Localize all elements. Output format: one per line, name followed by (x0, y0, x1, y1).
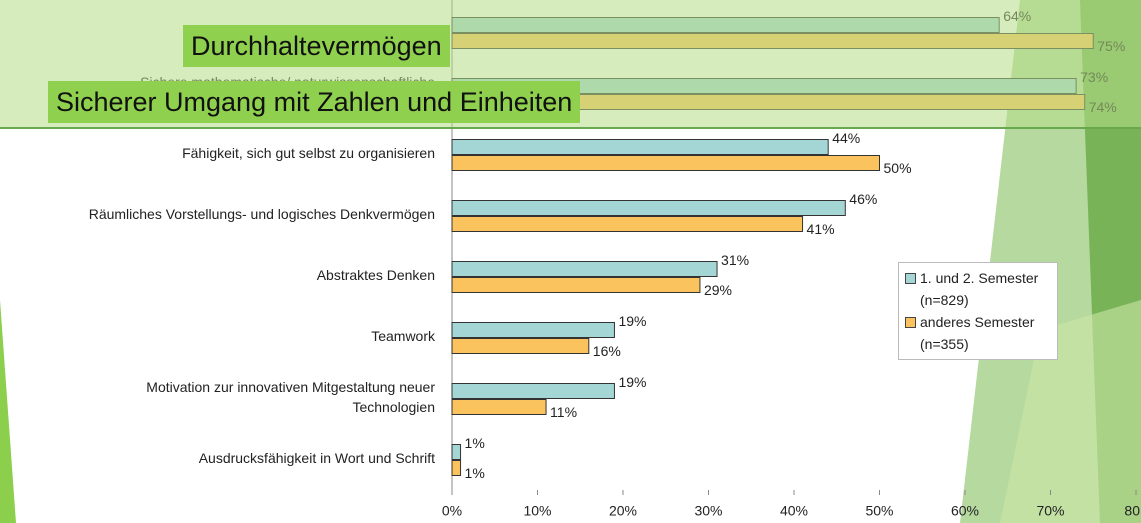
x-tick-label: 30% (694, 503, 722, 519)
data-label: 44% (832, 130, 860, 146)
bar (451, 200, 846, 216)
x-tick-label: 20% (609, 503, 637, 519)
bar (451, 444, 462, 460)
legend-swatch (905, 317, 916, 328)
highlight-label: Sicherer Umgang mit Zahlen und Einheiten (48, 81, 581, 123)
bar (451, 338, 590, 354)
bar (451, 460, 462, 476)
bar (451, 399, 547, 415)
bar (451, 216, 804, 232)
y-tick-label: Teamwork (371, 328, 436, 344)
x-tick-label: 50% (865, 503, 893, 519)
data-label: 1% (465, 465, 485, 481)
x-tick-label: 80 (1124, 503, 1140, 519)
decor (0, 300, 16, 523)
data-label: 50% (884, 160, 912, 176)
y-tick-label: Ausdrucksfähigkeit in Wort und Schrift (199, 450, 435, 466)
data-label: 19% (618, 313, 646, 329)
bar (451, 139, 829, 155)
y-tick-label: Fähigkeit, sich gut selbst zu organisier… (182, 145, 435, 161)
bar (451, 261, 718, 277)
bar (451, 383, 615, 399)
x-tick-label: 70% (1036, 503, 1064, 519)
data-label: 46% (849, 191, 877, 207)
data-label: 1% (465, 435, 485, 451)
legend-item: 1. und 2. Semester (n=829) (905, 267, 1051, 311)
data-label: 19% (618, 374, 646, 390)
y-tick-label: Motivation zur innovativen Mitgestaltung… (146, 379, 435, 395)
y-tick-label: Technologien (352, 399, 435, 415)
legend-label: 1. und 2. Semester (n=829) (920, 270, 1039, 308)
x-tick-label: 0% (442, 503, 462, 519)
data-label: 41% (807, 221, 835, 237)
legend-label: anderes Semester (n=355) (920, 314, 1035, 352)
legend-swatch (905, 273, 916, 284)
bar (451, 277, 701, 293)
y-tick-label: Abstraktes Denken (317, 267, 435, 283)
bar (451, 155, 880, 171)
legend: 1. und 2. Semester (n=829) anderes Semest… (898, 262, 1058, 360)
x-tick-label: 60% (951, 503, 979, 519)
data-label: 31% (721, 252, 749, 268)
bar (451, 322, 615, 338)
y-tick-label: Räumliches Vorstellungs- und logisches D… (89, 206, 435, 222)
data-label: 16% (593, 343, 621, 359)
data-label: 11% (550, 404, 577, 420)
data-label: 29% (704, 282, 732, 298)
highlight-label: Durchhaltevermögen (183, 25, 450, 67)
x-tick-label: 10% (523, 503, 551, 519)
x-tick-label: 40% (780, 503, 808, 519)
legend-item: anderes Semester (n=355) (905, 311, 1051, 355)
